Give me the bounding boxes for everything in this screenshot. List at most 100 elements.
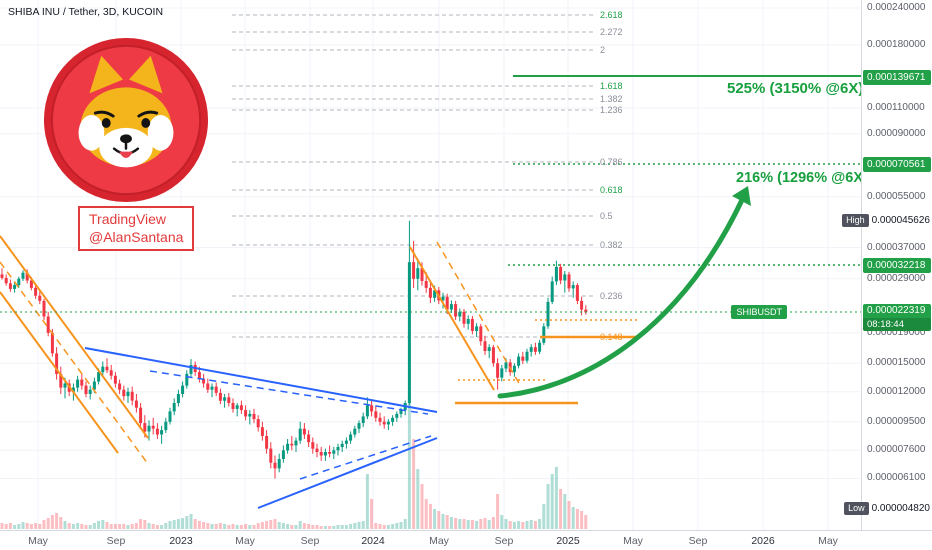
candle-body [424, 281, 428, 288]
candle-body [361, 416, 365, 423]
high-price: 0.000045626 [871, 214, 930, 226]
price-tick-label: 0.000019000 [867, 326, 926, 338]
volume-bar [50, 515, 54, 529]
volume-bar [374, 523, 378, 529]
time-label-year: 2026 [751, 535, 775, 547]
volume-bar [197, 521, 201, 529]
volume-bar [302, 523, 306, 529]
volume-bar [542, 504, 546, 529]
volume-bar [370, 499, 374, 529]
candle-body [353, 428, 357, 435]
candle-body [256, 419, 260, 428]
candle-body [290, 443, 294, 446]
volume-bar [273, 519, 277, 529]
candle-body [466, 318, 470, 324]
candle-body [84, 385, 88, 394]
candle-body [340, 443, 344, 447]
volume-bar [13, 525, 17, 529]
time-axis[interactable]: May Sep 2023 May Sep 2024 May Sep 2025 May Sep 2026… [0, 530, 932, 550]
candle-body [42, 300, 46, 317]
price-axis[interactable]: High 0.000045626 Low 0.000004820 0.00002… [842, 0, 932, 530]
candle-body [38, 295, 42, 301]
candle-body [139, 407, 143, 424]
volume-bar [353, 523, 357, 529]
volume-bar [315, 525, 319, 529]
volume-bar [328, 526, 332, 529]
volume-bar [231, 524, 235, 529]
candle-body [294, 440, 298, 446]
candle-body [181, 385, 185, 394]
candle-body [88, 389, 92, 394]
target-price-tag: 0.000032218 [863, 257, 931, 273]
candle-body [122, 389, 126, 397]
volume-bar [84, 525, 88, 529]
drawing-orange-line [0, 261, 149, 465]
candle-body [538, 342, 542, 352]
candle-body [223, 397, 227, 401]
candle-body [101, 366, 105, 373]
volume-bar [449, 517, 453, 529]
candle-body [147, 425, 151, 432]
author-watermark: TradingView @AlanSantana [78, 206, 195, 251]
volume-bar [92, 523, 96, 529]
volume-bar [147, 523, 151, 529]
fib-level-label: 0.618 [600, 185, 623, 195]
low-price: 0.000004820 [871, 502, 930, 514]
volume-bar [155, 525, 159, 529]
volume-bar [151, 524, 155, 529]
drawing-orange-line [0, 235, 149, 439]
volume-bar [546, 484, 550, 529]
candle-body [17, 278, 21, 286]
volume-bar [559, 489, 563, 529]
candle-body [378, 417, 382, 422]
chart-area[interactable]: SHIBA INU / Tether, 3D, KUCOIN [0, 0, 868, 530]
target-price-tag: 0.000070561 [863, 157, 931, 173]
time-label-month: May [28, 535, 48, 547]
volume-bar [382, 525, 386, 529]
candle-body [344, 440, 348, 444]
candle-body [235, 405, 239, 409]
candle-body [416, 268, 420, 279]
candle-body [323, 452, 327, 456]
candle-body [504, 362, 508, 369]
candle-body [559, 266, 563, 281]
volume-bar [340, 525, 344, 529]
low-price-row: Low 0.000004820 [844, 501, 930, 515]
candle-body [164, 421, 168, 431]
candle-body [113, 375, 117, 384]
volume-bar [357, 522, 361, 529]
candle-body [302, 428, 306, 435]
volume-bar [218, 523, 222, 529]
time-label-year: 2023 [169, 535, 193, 547]
high-badge: High [842, 213, 869, 227]
candle-body [206, 383, 210, 390]
target-price-tag: 0.000139671 [863, 69, 931, 85]
candle-body [357, 423, 361, 429]
volume-bar [130, 524, 134, 529]
volume-bar [139, 519, 143, 529]
candle-body [386, 421, 390, 425]
volume-bar [433, 509, 437, 529]
volume-bar [210, 524, 214, 529]
fib-level-label: 0.382 [600, 240, 623, 250]
volume-bar [336, 525, 340, 529]
volume-bar [298, 521, 302, 529]
volume-bar [4, 524, 8, 529]
bar-countdown: 08:18:44 [863, 318, 931, 332]
volume-bar [454, 518, 458, 529]
volume-bar [202, 522, 206, 529]
volume-bar [256, 523, 260, 529]
volume-bar [164, 523, 168, 529]
candle-body [512, 365, 516, 373]
volume-bar [504, 519, 508, 529]
symbol-title: SHIBA INU / Tether, 3D, KUCOIN [8, 6, 164, 18]
volume-bar [269, 520, 273, 529]
candle-body [517, 356, 521, 366]
volume-bar [290, 525, 294, 529]
volume-bar [101, 520, 105, 529]
chart-canvas[interactable] [0, 0, 861, 530]
fib-level-label: 2 [600, 45, 606, 55]
volume-bar [168, 521, 172, 529]
volume-bar [67, 523, 71, 529]
volume-bar [508, 521, 512, 529]
